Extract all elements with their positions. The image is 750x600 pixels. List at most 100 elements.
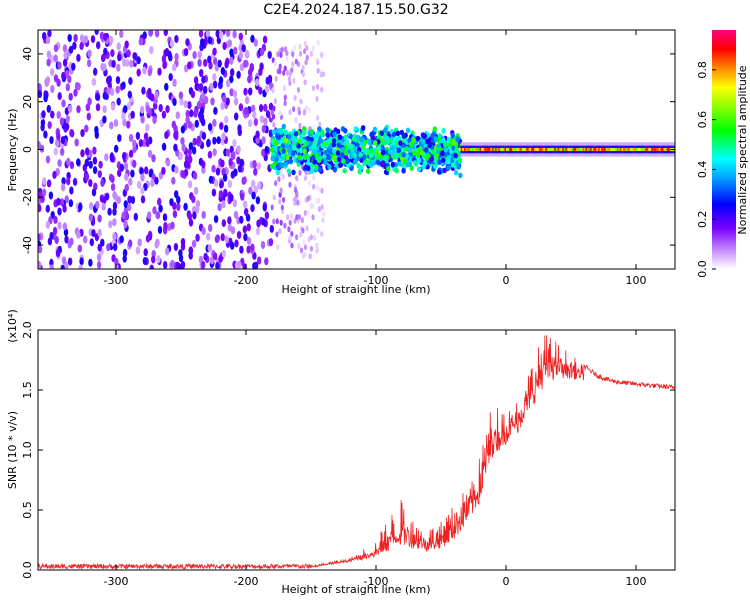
heat-cell [257,256,262,265]
heat-cell [303,210,307,216]
heat-cell [208,61,213,70]
heat-cell [136,180,142,189]
heat-cell [162,213,168,222]
heat-cell [172,210,178,219]
heat-cell [170,259,175,268]
heat-cell [147,211,152,220]
heat-cell [276,128,281,134]
heat-cell [296,143,301,149]
heat-cell [152,115,157,124]
heat-cell [61,99,66,108]
heat-cell [221,132,226,141]
heat-cell [331,142,337,148]
heat-cell [353,159,358,165]
heat-cell [279,187,283,194]
snr-line [38,335,675,570]
heat-cell [365,168,371,174]
heat-cell [294,58,298,65]
heat-cell [385,135,390,142]
heat-cell [136,56,141,65]
heat-cell [116,196,122,205]
heat-cell [225,148,230,157]
heat-cell [302,130,307,136]
heat-cell [358,152,363,158]
heat-cell [244,208,249,216]
heat-cell [301,253,306,259]
heat-cell [250,204,255,213]
heat-cell [307,140,312,147]
heat-cell [57,159,62,168]
heat-cell [66,157,71,166]
heat-cell [394,161,399,168]
heat-cell [241,44,246,53]
heat-cell [287,226,291,233]
heat-cell [318,138,324,144]
heat-cell [320,52,324,58]
snr-x-label: Height of straight line (km) [281,583,430,596]
heat-cell [321,217,325,224]
heat-cell [211,164,216,173]
heat-cell [264,145,269,154]
heat-cell [303,175,308,181]
heat-cell [312,234,317,241]
heat-cell [108,173,114,182]
heat-cell [219,31,224,40]
heat-cell [291,61,295,68]
heat-cell [288,181,292,188]
heat-cell [111,59,116,68]
heat-cell [84,158,90,167]
heat-cell [203,96,209,104]
heat-cell [150,179,155,187]
heat-cell [395,130,401,137]
heat-cell [280,204,284,211]
heat-cell [243,233,248,242]
heat-cell [301,227,305,234]
heat-cell [278,68,282,75]
heat-cell [157,225,163,234]
heat-cell [297,154,302,161]
heat-cell [135,246,141,255]
heat-cell [171,176,176,185]
heat-cell [136,68,141,77]
heat-cell [79,42,84,51]
heat-cell [53,215,58,224]
heat-cell [115,76,121,85]
heat-cell [291,150,296,156]
heat-cell [67,104,73,113]
heat-cell [113,119,119,127]
heat-cell [328,136,333,143]
heat-cell [203,37,208,46]
heat-cell [195,205,200,214]
heat-cell [450,132,455,139]
heat-cell [128,133,134,142]
heat-cell [297,213,301,220]
heat-cell [84,172,90,181]
heat-cell [196,135,201,144]
chart-title: C2E4.2024.187.15.50.G32 [263,2,448,18]
heat-cell [294,117,298,123]
heat-cell [48,191,54,200]
heat-cell [181,143,186,152]
heat-cell [41,188,47,197]
heat-cell [269,163,275,170]
heat-cell [208,175,214,184]
heat-cell [67,257,73,266]
heat-cell [188,142,194,151]
heat-cell [55,249,61,258]
heat-cell [382,155,388,162]
heat-cell [163,30,168,36]
heat-cell [344,158,350,165]
heat-cell [112,232,117,241]
heat-cell [278,198,282,205]
heat-cell [163,222,168,230]
heat-cell [55,139,60,147]
heat-cell [163,260,168,269]
heat-cell [332,131,337,137]
heat-cell [386,166,391,172]
heat-cell [238,103,244,112]
heat-cell [110,183,116,192]
heat-cell [101,202,106,211]
heat-cell [96,41,101,50]
heat-cell [309,168,314,175]
heat-cell [251,104,256,113]
